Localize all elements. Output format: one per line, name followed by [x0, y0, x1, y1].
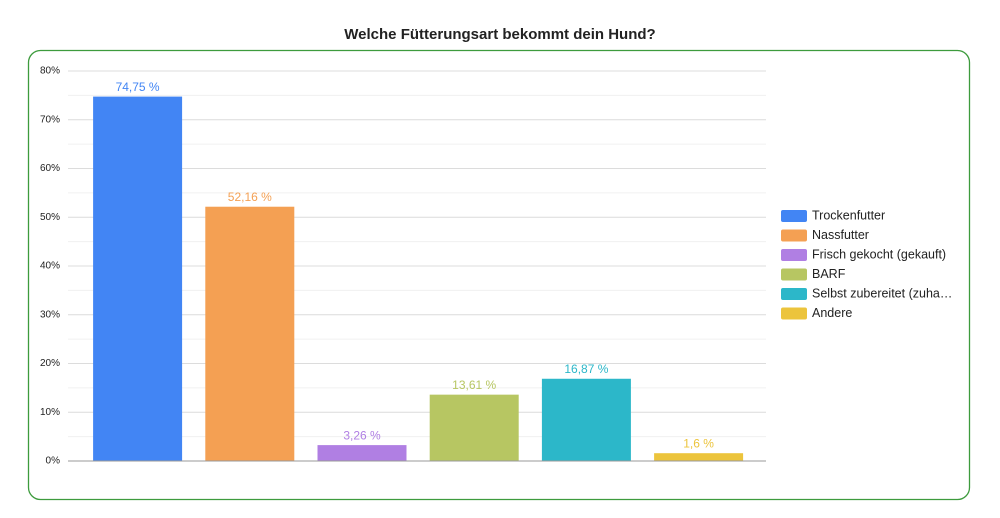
y-tick-label: 20% — [40, 358, 60, 369]
bar — [654, 453, 744, 461]
legend-swatch — [781, 268, 807, 281]
y-tick-label: 10% — [40, 407, 60, 418]
y-tick-label: 80% — [40, 66, 60, 77]
value-label: 1,6 % — [683, 436, 714, 450]
legend-swatch — [781, 210, 807, 222]
y-tick-label: 60% — [40, 163, 60, 174]
bar — [93, 96, 183, 461]
legend-swatch — [781, 229, 807, 242]
y-tick-label: 30% — [40, 309, 60, 320]
legend-label: Selbst zubereitet (zuha… — [812, 286, 952, 300]
legend-label: BARF — [812, 267, 846, 281]
legend-label: Frisch gekocht (gekauft) — [812, 247, 946, 261]
bar — [317, 445, 407, 461]
y-tick-label: 70% — [40, 114, 60, 125]
y-tick-label: 0% — [46, 456, 61, 467]
value-label: 16,87 % — [564, 362, 608, 376]
value-label: 52,16 % — [228, 190, 272, 204]
legend-swatch — [781, 307, 807, 320]
legend-swatch — [781, 249, 807, 261]
y-tick-label: 40% — [40, 261, 60, 272]
chart-title: Welche Fütterungsart bekommt dein Hund? — [344, 26, 655, 43]
legend-label: Trockenfutter — [812, 208, 885, 222]
bar — [205, 206, 295, 461]
value-label: 3,26 % — [343, 428, 381, 442]
y-tick-label: 50% — [40, 212, 60, 223]
bar — [429, 394, 519, 461]
value-label: 13,61 % — [452, 378, 496, 392]
legend-swatch — [781, 288, 807, 300]
chart-frame — [27, 49, 971, 501]
value-label: 74,75 % — [116, 80, 160, 94]
bar — [541, 378, 631, 461]
legend-label: Nassfutter — [812, 228, 869, 242]
legend-label: Andere — [812, 306, 852, 320]
